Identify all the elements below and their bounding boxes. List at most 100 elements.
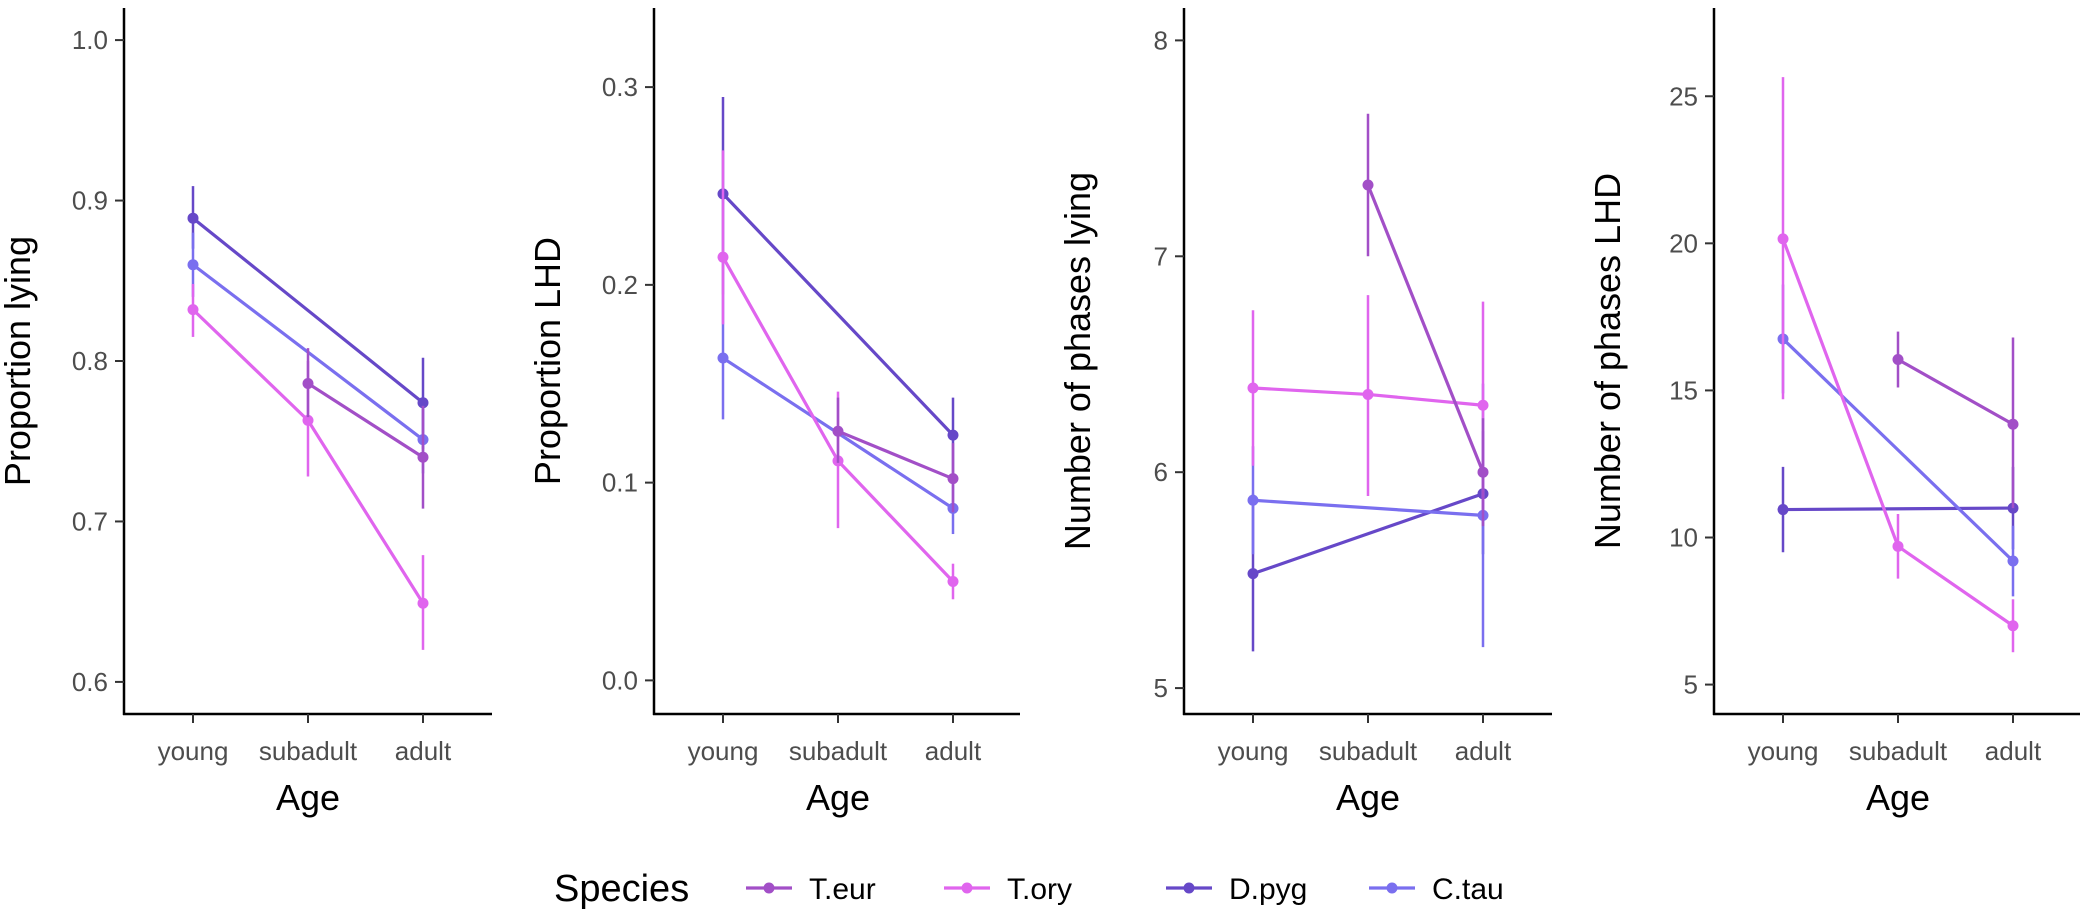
x-axis-title: Age — [1336, 777, 1400, 818]
panel-phases-lying: 5 6 7 8 young subadult adult Age Number of phase… — [1057, 8, 1552, 818]
data-point — [1477, 399, 1489, 411]
panels: 0.6 0.7 0.8 0.9 1.0 young subadult adult Age Prop… — [0, 8, 2080, 818]
x-tick-label: subadult — [1849, 736, 1948, 766]
y-tick-label: 7 — [1154, 241, 1168, 271]
series-line — [1366, 184, 1485, 473]
data-point — [717, 251, 729, 263]
series-t-ory — [187, 283, 429, 650]
x-tick-label: subadult — [789, 736, 888, 766]
panel-proportion-lying: 0.6 0.7 0.8 0.9 1.0 young subadult adult Age Prop… — [0, 8, 492, 818]
legend-label: T.ory — [1007, 873, 1072, 906]
series-t-eur — [302, 348, 429, 509]
y-tick-label: 0.8 — [72, 346, 108, 376]
x-tick-label: adult — [395, 736, 452, 766]
y-tick-label: 0.2 — [602, 270, 638, 300]
data-point — [417, 451, 429, 463]
data-point — [1247, 568, 1259, 580]
data-point — [302, 414, 314, 426]
y-tick-label: 1.0 — [72, 25, 108, 55]
y-tick-label: 0.9 — [72, 186, 108, 216]
data-point — [2007, 502, 2019, 514]
x-axis-title: Age — [1866, 777, 1930, 818]
series-t-eur — [832, 397, 959, 513]
legend-item-d-pyg: D.pyg — [1166, 873, 1307, 906]
legend-label: T.eur — [809, 873, 876, 906]
x-tick-label: adult — [1985, 736, 2042, 766]
data-point — [1247, 382, 1259, 394]
y-tick-label: 25 — [1669, 81, 1698, 111]
data-point — [187, 304, 199, 316]
y-tick-label: 15 — [1669, 375, 1698, 405]
y-tick-label: 0.7 — [72, 506, 108, 536]
y-tick-label: 20 — [1669, 228, 1698, 258]
legend: Species T.eur T.ory D.pyg C.tau — [554, 868, 1504, 910]
y-tick-label: 5 — [1154, 673, 1168, 703]
series-t-eur — [1362, 113, 1489, 527]
data-point — [302, 377, 314, 389]
x-tick-label: young — [1218, 736, 1289, 766]
y-axis-title: Number of phases LHD — [1587, 173, 1628, 549]
legend-item-t-ory: T.ory — [944, 873, 1072, 906]
legend-label: C.tau — [1432, 873, 1504, 906]
y-tick-label: 8 — [1154, 25, 1168, 55]
series-line — [1781, 337, 2015, 563]
data-point — [2007, 555, 2019, 567]
series-line — [1252, 492, 1484, 576]
legend-title: Species — [554, 868, 689, 910]
data-point — [2007, 418, 2019, 430]
legend-label: D.pyg — [1229, 873, 1307, 906]
y-tick-label: 6 — [1154, 457, 1168, 487]
x-axis-title: Age — [806, 777, 870, 818]
x-tick-label: young — [158, 736, 229, 766]
series-line — [191, 216, 425, 404]
y-axis-title: Proportion LHD — [527, 237, 568, 485]
series-line — [721, 192, 955, 437]
y-axis-title: Number of phases lying — [1057, 172, 1098, 550]
data-point — [717, 352, 729, 364]
data-point — [187, 259, 199, 271]
x-tick-label: adult — [1455, 736, 1512, 766]
data-point — [1777, 504, 1789, 516]
series-line — [307, 382, 424, 459]
x-tick-label: adult — [925, 736, 982, 766]
x-tick-label: subadult — [259, 736, 358, 766]
data-point — [947, 429, 959, 441]
y-tick-label: 0.0 — [602, 665, 638, 695]
data-point — [1892, 354, 1904, 366]
x-tick-label: young — [1748, 736, 1819, 766]
legend-key-point — [1183, 882, 1195, 894]
data-point — [1247, 494, 1259, 506]
panel-proportion-lhd: 0.0 0.1 0.2 0.3 young subadult adult Age Proport… — [527, 8, 1020, 818]
data-point — [1362, 388, 1374, 400]
data-point — [2007, 620, 2019, 632]
series-line — [837, 429, 954, 481]
y-tick-label: 0.3 — [602, 72, 638, 102]
y-tick-label: 10 — [1669, 523, 1698, 553]
x-axis-title: Age — [276, 777, 340, 818]
data-point — [187, 212, 199, 224]
x-tick-label: young — [688, 736, 759, 766]
x-tick-label: subadult — [1319, 736, 1418, 766]
y-tick-label: 0.6 — [72, 667, 108, 697]
data-point — [1777, 233, 1789, 245]
legend-item-t-eur: T.eur — [746, 873, 876, 906]
series-line — [1782, 506, 2014, 512]
data-point — [947, 473, 959, 485]
y-axis-title: Proportion lying — [0, 236, 38, 486]
series-t-eur — [1892, 331, 2019, 509]
legend-key-point — [763, 882, 775, 894]
y-tick-label: 0.1 — [602, 468, 638, 498]
series-t-ory — [1247, 295, 1489, 509]
series-line — [1897, 358, 2014, 426]
data-point — [832, 425, 844, 437]
series-line — [1252, 498, 1484, 517]
data-point — [947, 576, 959, 588]
legend-key-point — [961, 882, 973, 894]
series-t-ory — [717, 150, 959, 600]
series-t-ory — [1777, 77, 2019, 653]
panel-phases-lhd: 5 10 15 20 25 young subadult adult Age Number of … — [1587, 8, 2080, 818]
data-point — [417, 397, 429, 409]
y-tick-label: 5 — [1684, 670, 1698, 700]
data-point — [1477, 466, 1489, 478]
